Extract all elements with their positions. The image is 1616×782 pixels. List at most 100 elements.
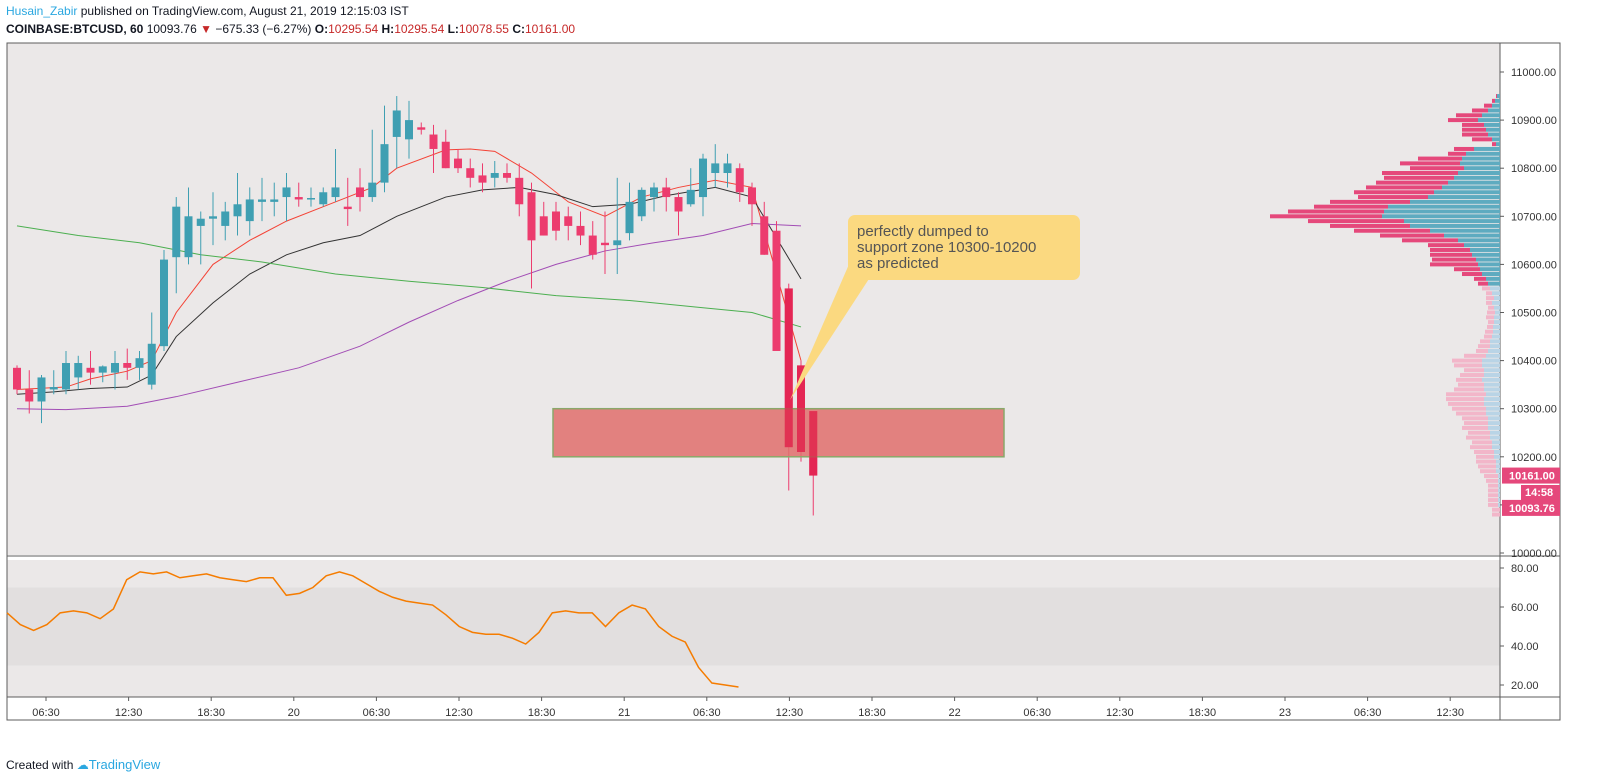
volume-profile-up-bar: [1498, 502, 1500, 507]
last-price-tag: [1502, 499, 1560, 516]
volume-profile-up-bar: [1496, 464, 1500, 469]
volume-profile-up-bar: [1482, 272, 1500, 277]
author-link[interactable]: Husain_Zabir: [6, 4, 78, 18]
volume-profile-down-bar: [1476, 348, 1488, 353]
volume-profile-up-bar: [1494, 315, 1500, 320]
volume-profile-down-bar: [1482, 286, 1490, 291]
last-close-tag-label: 10161.00: [1509, 471, 1555, 483]
volume-profile-up-bar: [1486, 392, 1500, 397]
volume-profile-down-bar: [1484, 474, 1498, 479]
candle-body: [466, 168, 475, 178]
volume-profile-down-bar: [1358, 195, 1428, 200]
volume-profile-down-bar: [1446, 392, 1486, 397]
volume-profile-up-bar: [1493, 329, 1500, 334]
candle-body: [588, 235, 597, 255]
volume-profile-up-bar: [1486, 127, 1500, 132]
volume-profile-up-bar: [1388, 204, 1500, 209]
volume-profile-down-bar: [1478, 281, 1488, 286]
volume-profile-up-bar: [1430, 228, 1500, 233]
volume-profile-up-bar: [1498, 474, 1500, 479]
volume-profile-up-bar: [1476, 257, 1500, 262]
callout-box: [848, 215, 1080, 280]
callout-text: as predicted: [857, 255, 939, 272]
candle-body: [86, 367, 95, 373]
volume-profile-up-bar: [1484, 368, 1500, 373]
volume-profile-up-bar: [1482, 358, 1500, 363]
volume-profile-up-bar: [1464, 243, 1500, 248]
time-tick-label: 12:30: [1436, 707, 1464, 719]
candle-body: [62, 363, 70, 390]
volume-profile-up-bar: [1458, 171, 1500, 176]
volume-profile-down-bar: [1466, 435, 1490, 440]
volume-profile-up-bar: [1494, 449, 1500, 454]
volume-profile-up-bar: [1492, 300, 1500, 305]
countdown-tag-label: 14:58: [1525, 487, 1553, 499]
volume-profile-up-bar: [1486, 406, 1500, 411]
volume-profile-up-bar: [1382, 214, 1500, 219]
volume-profile-down-bar: [1330, 199, 1410, 204]
support-zone: [552, 407, 1005, 458]
volume-profile-down-bar: [1462, 425, 1488, 430]
volume-profile-up-bar: [1458, 238, 1500, 243]
candle-body: [307, 198, 315, 200]
volume-profile-down-bar: [1488, 488, 1498, 493]
volume-profile-down-bar: [1488, 498, 1498, 503]
rsi-tick-label: 80.00: [1511, 563, 1539, 575]
candle-body: [147, 343, 156, 385]
time-tick-label: 23: [1279, 707, 1291, 719]
high-label: H:: [381, 22, 395, 36]
candle-body: [172, 206, 181, 258]
volume-profile-down-bar: [1462, 132, 1488, 137]
volume-profile-down-bar: [1288, 209, 1384, 214]
candle-body: [723, 163, 732, 174]
open-value: 10295.54: [328, 22, 379, 36]
time-tick-label: 12:30: [445, 707, 473, 719]
candle-body: [368, 182, 377, 198]
candle-body: [564, 216, 573, 226]
volume-profile-down-bar: [1400, 161, 1460, 166]
volume-profile-down-bar: [1492, 507, 1500, 512]
tradingview-brand[interactable]: TradingView: [88, 757, 161, 772]
volume-profile-down-bar: [1270, 214, 1382, 219]
published-text: published on TradingView.com, August 21,…: [80, 4, 409, 18]
candle-body: [270, 199, 279, 202]
volume-profile-down-bar: [1486, 296, 1494, 301]
candle-body: [111, 363, 119, 373]
volume-profile-up-bar: [1495, 98, 1500, 103]
volume-profile-down-bar: [1410, 166, 1464, 171]
volume-profile-up-bar: [1454, 175, 1500, 180]
volume-profile-down-bar: [1462, 122, 1484, 127]
candle-body: [637, 189, 646, 217]
callout-pointer: [790, 262, 880, 400]
volume-profile-up-bar: [1488, 416, 1500, 421]
candle-body: [552, 211, 560, 231]
rsi-tick-label: 60.00: [1511, 602, 1539, 614]
volume-profile-up-bar: [1442, 185, 1500, 190]
volume-profile-up-bar: [1484, 122, 1500, 127]
time-tick-label: 06:30: [1023, 707, 1051, 719]
volume-profile-down-bar: [1402, 238, 1458, 243]
ema-mid-line: [16, 186, 802, 395]
volume-profile-up-bar: [1492, 440, 1500, 445]
candle-body: [123, 363, 132, 368]
rsi-tick-label: 40.00: [1511, 641, 1539, 653]
volume-profile-up-bar: [1428, 195, 1500, 200]
volume-profile-down-bar: [1452, 406, 1486, 411]
volume-profile-up-bar: [1496, 469, 1500, 474]
candle-body: [809, 411, 818, 476]
candle-body: [196, 218, 205, 226]
candle-body: [613, 240, 622, 246]
price-change: −675.33 (−6.27%): [215, 22, 312, 36]
candle-body: [650, 187, 658, 198]
volume-profile-down-bar: [1485, 329, 1493, 334]
last-price: 10093.76: [146, 22, 197, 36]
candle-body: [699, 158, 707, 198]
low-value: 10078.55: [458, 22, 509, 36]
time-tick-label: 20: [288, 707, 300, 719]
volume-profile-up-bar: [1498, 478, 1500, 483]
volume-profile-up-bar: [1496, 459, 1500, 464]
volume-profile-down-bar: [1454, 387, 1484, 392]
volume-profile-down-bar: [1382, 171, 1458, 176]
volume-profile-down-bar: [1448, 401, 1484, 406]
